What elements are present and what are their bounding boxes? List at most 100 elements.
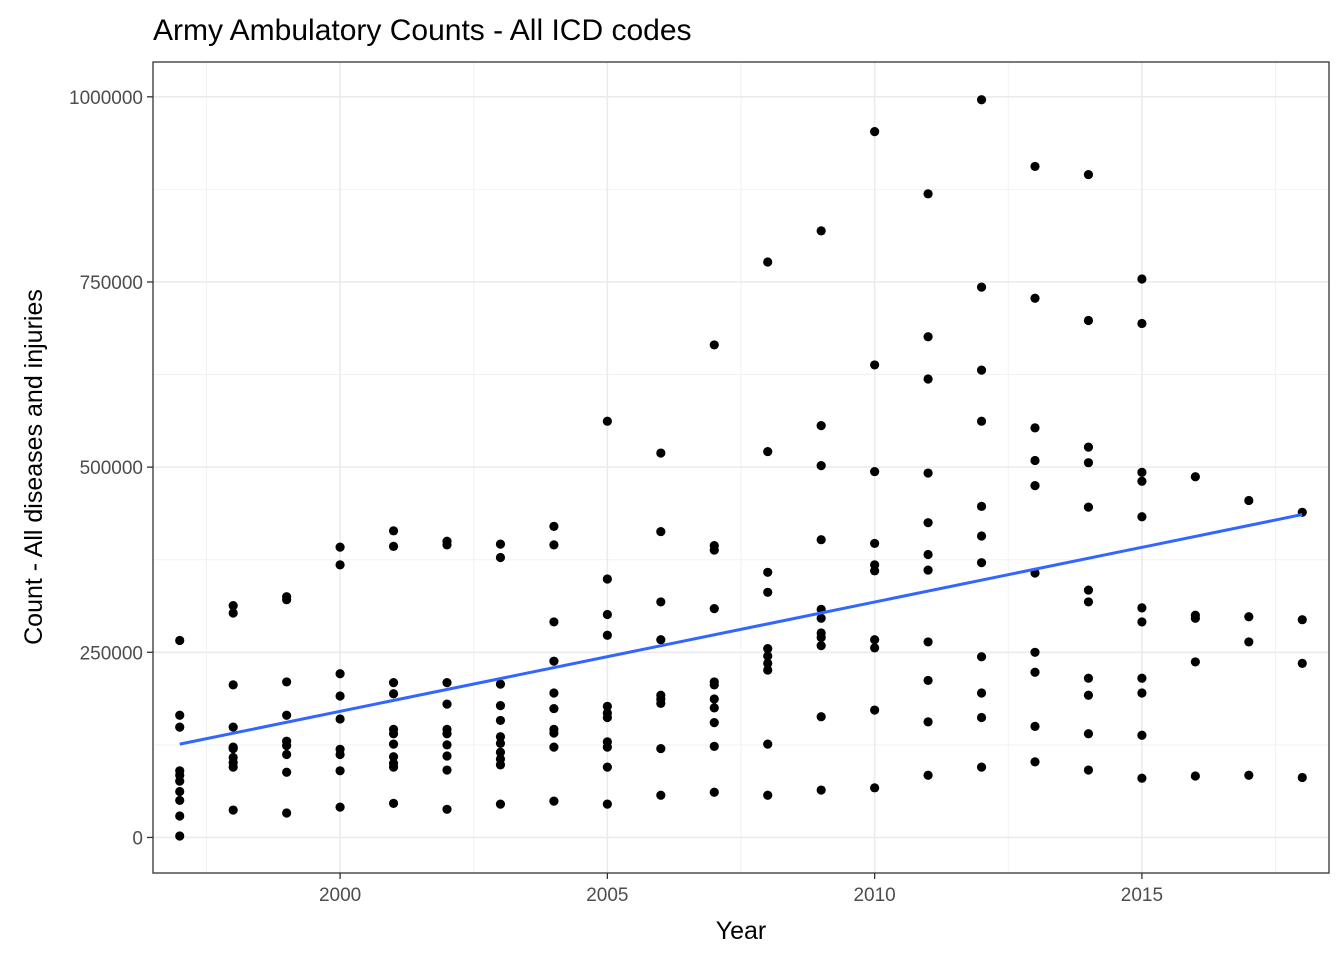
data-point (1030, 648, 1039, 657)
data-point (870, 566, 879, 575)
data-point (1137, 512, 1146, 521)
data-point (549, 704, 558, 713)
data-point (870, 705, 879, 714)
data-point (763, 257, 772, 266)
data-point (282, 595, 291, 604)
data-point (1137, 731, 1146, 740)
data-point (1137, 774, 1146, 783)
data-point (335, 802, 344, 811)
data-point (870, 360, 879, 369)
data-point (1030, 481, 1039, 490)
x-axis-title: Year (716, 917, 767, 945)
data-point (710, 742, 719, 751)
data-point (282, 768, 291, 777)
data-point (977, 652, 986, 661)
data-point (1084, 316, 1093, 325)
data-point (282, 741, 291, 750)
data-point (335, 766, 344, 775)
data-point (977, 366, 986, 375)
x-tick-label: 2000 (319, 885, 361, 906)
data-point (496, 540, 505, 549)
data-point (1244, 496, 1253, 505)
y-tick-label: 750000 (80, 273, 143, 294)
data-point (923, 637, 932, 646)
data-point (549, 688, 558, 697)
data-point (763, 568, 772, 577)
y-axis-title: Count - All diseases and injuries (20, 289, 48, 645)
data-point (389, 526, 398, 535)
data-point (496, 739, 505, 748)
data-point (923, 332, 932, 341)
data-point (870, 127, 879, 136)
data-point (603, 762, 612, 771)
data-point (1298, 773, 1307, 782)
data-point (1030, 294, 1039, 303)
data-point (923, 518, 932, 527)
data-point (603, 800, 612, 809)
data-point (1137, 468, 1146, 477)
data-point (1191, 657, 1200, 666)
data-point (1084, 691, 1093, 700)
data-point (175, 777, 184, 786)
data-point (817, 226, 826, 235)
data-point (710, 703, 719, 712)
data-point (496, 716, 505, 725)
data-point (1137, 688, 1146, 697)
data-point (175, 722, 184, 731)
data-point (175, 636, 184, 645)
data-point (977, 283, 986, 292)
data-point (496, 701, 505, 710)
data-point (817, 712, 826, 721)
data-point (603, 610, 612, 619)
data-point (817, 535, 826, 544)
data-point (923, 374, 932, 383)
data-point (710, 604, 719, 613)
data-point (389, 799, 398, 808)
y-tick-label: 1000000 (69, 88, 143, 109)
data-point (1298, 615, 1307, 624)
data-point (549, 728, 558, 737)
data-point (923, 189, 932, 198)
data-point (1084, 503, 1093, 512)
data-point (549, 657, 558, 666)
data-point (977, 713, 986, 722)
data-point (656, 448, 665, 457)
x-tick-label: 2015 (1121, 885, 1163, 906)
data-point (977, 502, 986, 511)
data-point (656, 699, 665, 708)
data-point (282, 750, 291, 759)
data-point (1030, 668, 1039, 677)
data-point (442, 765, 451, 774)
data-point (763, 791, 772, 800)
data-point (923, 468, 932, 477)
data-point (175, 796, 184, 805)
data-point (977, 531, 986, 540)
data-point (229, 762, 238, 771)
data-point (1084, 585, 1093, 594)
data-point (1244, 637, 1253, 646)
data-point (389, 542, 398, 551)
data-point (763, 740, 772, 749)
data-point (335, 691, 344, 700)
data-point (923, 717, 932, 726)
data-point (229, 805, 238, 814)
y-axis: 0 250000 500000 750000 1000000 (69, 88, 153, 850)
data-point (1191, 614, 1200, 623)
data-point (229, 680, 238, 689)
chart-title: Army Ambulatory Counts - All ICD codes (153, 14, 692, 47)
data-point (656, 597, 665, 606)
data-point (1084, 443, 1093, 452)
data-point (496, 553, 505, 562)
data-point (389, 729, 398, 738)
data-point (923, 771, 932, 780)
data-point (1137, 617, 1146, 626)
data-point (389, 762, 398, 771)
data-point (175, 811, 184, 820)
data-point (817, 641, 826, 650)
data-point (496, 760, 505, 769)
data-point (603, 713, 612, 722)
data-point (442, 751, 451, 760)
data-point (710, 694, 719, 703)
data-point (603, 574, 612, 583)
